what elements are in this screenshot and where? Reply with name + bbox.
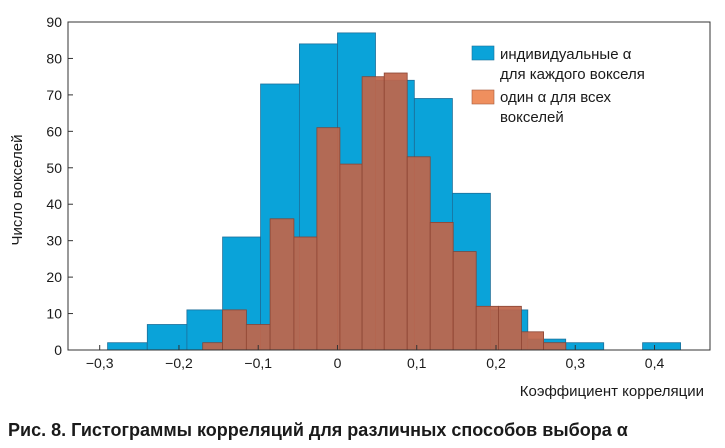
y-tick-label: 80 (46, 50, 62, 66)
y-tick-label: 50 (46, 160, 62, 176)
bar-individual-12 (565, 342, 605, 351)
x-tick-label: 0,4 (645, 355, 665, 371)
legend-label-individual-line1: индивидуальные α (500, 46, 632, 63)
x-tick-label: −0,3 (86, 355, 114, 371)
legend: индивидуальные α для каждого вокселя оди… (471, 45, 645, 126)
y-tick-label: 0 (54, 342, 62, 358)
bar-single-9 (406, 156, 431, 351)
x-tick-label: −0,2 (165, 355, 193, 371)
x-tick-label: −0,1 (244, 355, 272, 371)
bar-single-10 (429, 221, 454, 351)
bar-single-6 (339, 163, 363, 351)
legend-label-individual-line2: для каждого вокселя (500, 66, 645, 83)
bar-single-4 (293, 236, 318, 351)
bar-single-15 (543, 342, 567, 351)
bar-single-7 (361, 76, 385, 351)
y-tick-label: 60 (46, 123, 62, 139)
x-tick-label: 0 (334, 355, 342, 371)
histogram-chart: 0 10 20 30 40 50 60 70 80 90 −0,3 −0,2 −0,1 0 0,1 0,2 0… (9, 14, 711, 400)
x-axis-label: Коэффициент корреляции (520, 383, 704, 400)
legend-label-single-line1: один α для всех (500, 89, 612, 106)
x-tick-label: 0,3 (566, 355, 586, 371)
legend-label-single-line2: вокселей (500, 109, 564, 126)
legend-swatch-individual (471, 45, 495, 61)
bar-individual-13 (642, 342, 681, 351)
series-single-alpha (202, 72, 567, 351)
bar-individual-1 (146, 324, 188, 351)
y-tick-label: 90 (46, 14, 62, 30)
plot-frame (67, 21, 711, 351)
bar-individual-0 (107, 342, 148, 351)
x-tick-label: 0,1 (407, 355, 427, 371)
x-axis-ticks: −0,3 −0,2 −0,1 0 0,1 0,2 0,3 0,4 (86, 345, 665, 371)
y-tick-label: 10 (46, 306, 62, 322)
legend-swatch-single (471, 89, 495, 105)
bar-single-12 (475, 305, 499, 351)
y-axis-label: Число вокселей (9, 135, 26, 246)
bar-single-8 (383, 72, 408, 351)
y-tick-label: 70 (46, 87, 62, 103)
y-tick-label: 30 (46, 233, 62, 249)
bar-single-0 (202, 342, 223, 351)
bar-single-14 (521, 331, 545, 351)
bar-single-5 (316, 127, 341, 351)
bar-single-1 (222, 309, 247, 351)
y-tick-label: 40 (46, 196, 62, 212)
x-tick-label: 0,2 (486, 355, 506, 371)
bar-single-13 (497, 305, 522, 351)
bar-single-11 (452, 251, 477, 351)
y-tick-label: 20 (46, 269, 62, 285)
figure-caption: Рис. 8. Гистограммы корреляций для разли… (8, 420, 628, 440)
bar-single-3 (269, 218, 295, 351)
y-axis-ticks: 0 10 20 30 40 50 60 70 80 90 (46, 14, 73, 358)
